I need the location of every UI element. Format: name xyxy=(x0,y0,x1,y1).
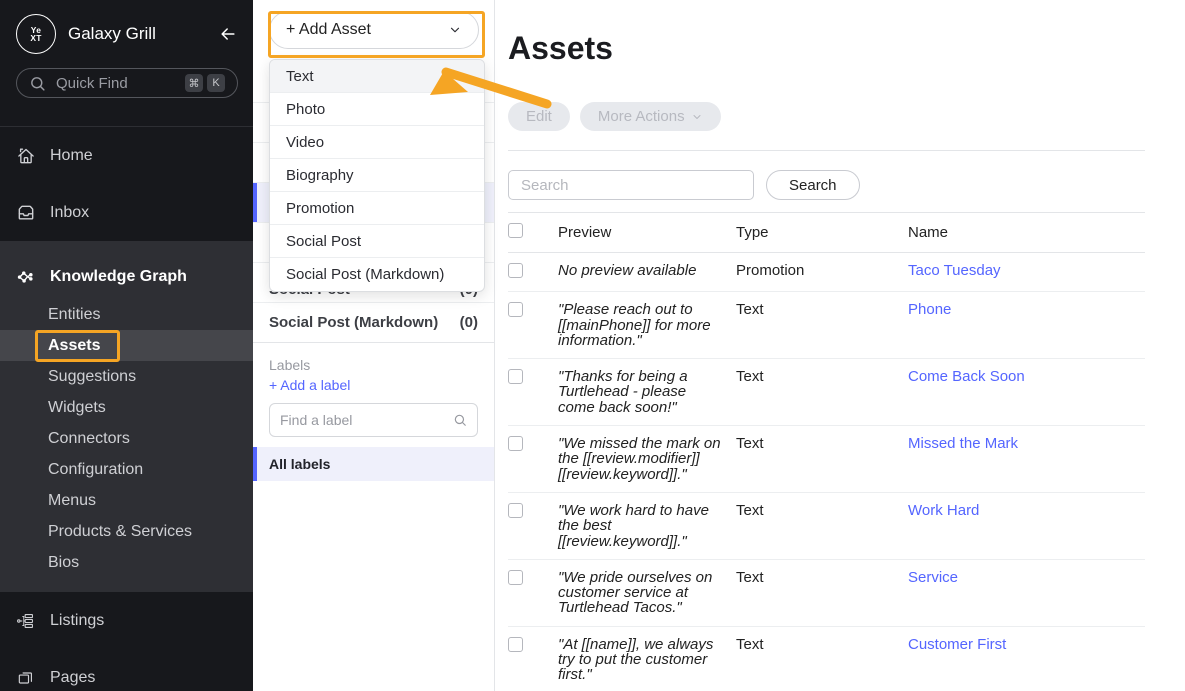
svg-text:XT: XT xyxy=(30,33,42,43)
